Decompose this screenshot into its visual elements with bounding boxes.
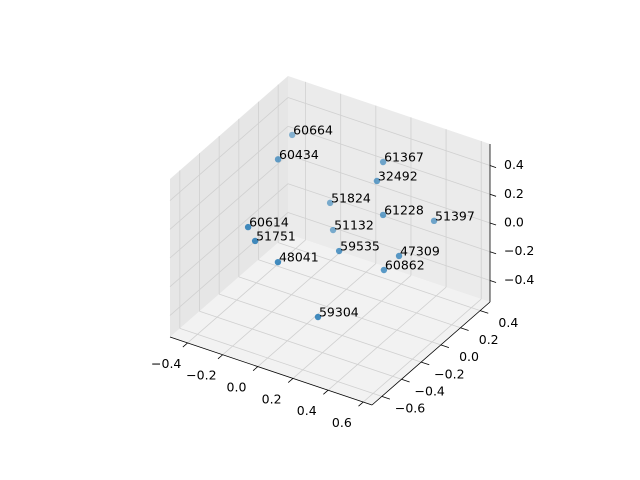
z-tick-label: 0.0 [504, 215, 524, 230]
point [251, 237, 259, 245]
point [373, 177, 381, 185]
y-tick-label: −0.2 [434, 366, 464, 381]
tick-mark [489, 251, 497, 255]
grid-line [258, 259, 461, 329]
grid-line [179, 328, 382, 397]
point-label: 32492 [378, 168, 418, 183]
x-tick-label: 0.4 [297, 403, 317, 418]
grid-line [169, 125, 289, 230]
point-label: 48041 [279, 250, 319, 265]
grid-line [287, 212, 491, 281]
y-tick-label: 0.4 [498, 315, 518, 330]
z-tick-label: 0.2 [504, 186, 524, 201]
x-tick-label: 0.0 [227, 379, 247, 394]
tick-mark [217, 354, 223, 360]
point-label: 51751 [256, 228, 296, 243]
point-label: 59304 [319, 304, 359, 319]
tick-mark [287, 378, 294, 383]
tick-mark [489, 280, 497, 283]
y-tick-label: −0.6 [395, 401, 425, 416]
tick-mark [252, 366, 259, 371]
grid-line [278, 242, 481, 311]
x-tick-label: 0.2 [262, 391, 282, 406]
grid-line [169, 97, 289, 201]
grid-line [222, 251, 341, 356]
point [274, 258, 282, 266]
y-tick-label: 0.0 [459, 349, 479, 364]
grid-line [362, 298, 482, 403]
grid-line [169, 154, 289, 259]
grid-line [327, 286, 447, 391]
grid-line [169, 183, 289, 288]
z-tick-label: −0.4 [504, 272, 534, 287]
tick-mark [489, 165, 497, 168]
point-label: 60862 [385, 258, 425, 273]
grid-line [287, 154, 491, 224]
z-tick-label: −0.2 [504, 243, 534, 258]
grid-line [187, 239, 306, 344]
tick-mark [323, 389, 329, 395]
x-axis-line [169, 336, 373, 406]
grid-line [238, 276, 441, 346]
point [288, 131, 296, 139]
grid-line [287, 97, 491, 166]
grid-line [287, 125, 491, 195]
tick-mark [182, 342, 188, 348]
point [274, 156, 282, 163]
grid-line [199, 310, 402, 380]
grid-line [219, 293, 422, 363]
point-label: 60664 [293, 122, 333, 137]
point [430, 217, 438, 225]
point-label: 51397 [435, 208, 475, 223]
point-label: 60434 [279, 147, 319, 162]
point-label: 51132 [334, 218, 374, 233]
point [379, 158, 387, 166]
y-axis-line [371, 301, 491, 406]
grid-line [287, 183, 491, 253]
point [326, 199, 334, 207]
point [314, 313, 322, 321]
tick-mark [460, 327, 469, 331]
point-label: 47309 [400, 243, 440, 258]
point [395, 252, 403, 260]
grid-line [169, 212, 289, 316]
point [379, 211, 387, 219]
x-tick-label: 0.6 [332, 415, 352, 430]
grid-line [292, 275, 412, 379]
y-tick-label: −0.4 [415, 384, 445, 399]
tick-mark [421, 361, 430, 366]
x-tick-label: −0.4 [151, 356, 181, 371]
tick-mark [489, 193, 497, 197]
point [335, 247, 343, 255]
tick-mark [489, 222, 497, 226]
tick-mark [440, 344, 450, 349]
x-tick-label: −0.2 [186, 368, 216, 383]
tick-mark [381, 396, 391, 400]
point [244, 223, 252, 231]
point-label: 61228 [384, 202, 424, 217]
point [329, 226, 337, 234]
tick-mark [358, 401, 364, 407]
point [380, 266, 388, 274]
point-label: 59535 [340, 239, 380, 254]
y-tick-label: 0.2 [479, 332, 499, 347]
point-label: 60614 [249, 215, 289, 230]
tick-mark [480, 310, 489, 314]
point-label: 61367 [384, 150, 424, 165]
tick-mark [401, 378, 410, 383]
z-tick-label: 0.4 [504, 157, 524, 172]
point-label: 51824 [331, 190, 371, 205]
